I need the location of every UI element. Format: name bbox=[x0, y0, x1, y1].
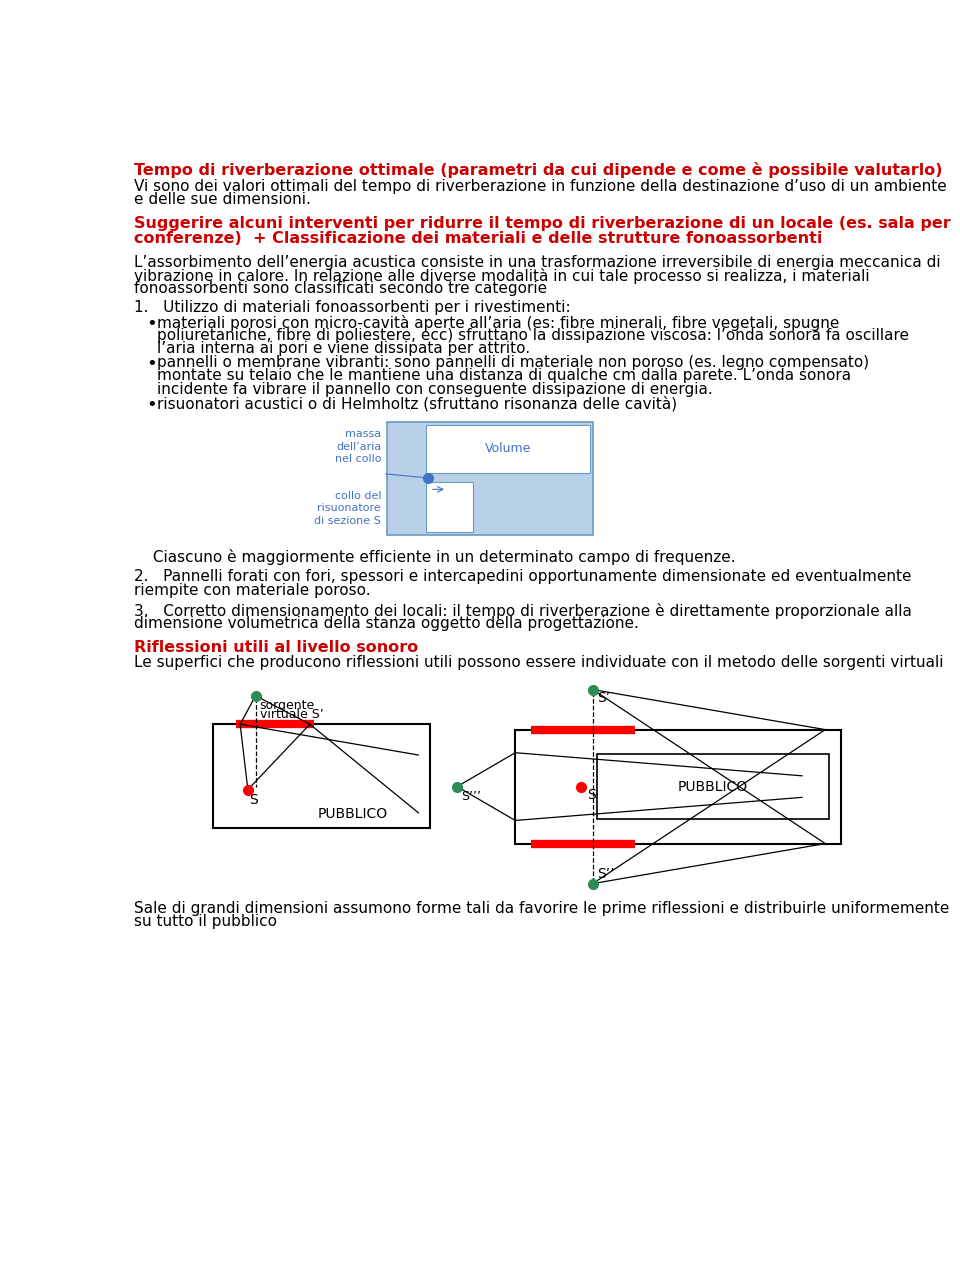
Text: 1.   Utilizzo di materiali fonoassorbenti per i rivestimenti:: 1. Utilizzo di materiali fonoassorbenti … bbox=[134, 299, 570, 315]
Text: virtuale S’: virtuale S’ bbox=[259, 708, 324, 721]
Text: S: S bbox=[250, 792, 258, 806]
Text: su tutto il pubblico: su tutto il pubblico bbox=[134, 915, 276, 930]
Text: Le superfici che producono riflessioni utili possono essere individuate con il m: Le superfici che producono riflessioni u… bbox=[134, 655, 944, 670]
Text: riempite con materiale poroso.: riempite con materiale poroso. bbox=[134, 582, 371, 598]
Text: L’assorbimento dell’energia acustica consiste in una trasformazione irreversibil: L’assorbimento dell’energia acustica con… bbox=[134, 255, 941, 270]
Text: S: S bbox=[588, 789, 596, 803]
Text: Volume: Volume bbox=[485, 442, 531, 455]
Text: Suggerire alcuni interventi per ridurre il tempo di riverberazione di un locale : Suggerire alcuni interventi per ridurre … bbox=[134, 217, 950, 231]
Text: Riflessioni utili al livello sonoro: Riflessioni utili al livello sonoro bbox=[134, 641, 419, 655]
Text: pannelli o membrane vibranti: sono pannelli di materiale non poroso (es. legno c: pannelli o membrane vibranti: sono panne… bbox=[157, 355, 870, 371]
Text: risuonatori acustici o di Helmholtz (sfruttano risonanza delle cavità): risuonatori acustici o di Helmholtz (sfr… bbox=[157, 396, 678, 412]
Text: Vi sono dei valori ottimali del tempo di riverberazione in funzione della destin: Vi sono dei valori ottimali del tempo di… bbox=[134, 180, 947, 194]
Bar bbox=[516, 730, 841, 843]
Text: PUBBLICO: PUBBLICO bbox=[678, 780, 748, 794]
Text: conferenze)  + Classificazione dei materiali e delle strutture fonoassorbenti: conferenze) + Classificazione dei materi… bbox=[134, 231, 823, 246]
Text: incidente fa vibrare il pannello con conseguente dissipazione di energia.: incidente fa vibrare il pannello con con… bbox=[157, 382, 713, 396]
Text: massa
dell’aria
nel collo: massa dell’aria nel collo bbox=[335, 429, 381, 464]
Bar bbox=[426, 482, 472, 531]
Text: •: • bbox=[146, 355, 157, 373]
Text: Ciascuno è maggiormente efficiente in un determinato campo di frequenze.: Ciascuno è maggiormente efficiente in un… bbox=[148, 549, 735, 564]
Text: l’aria interna ai pori e viene dissipata per attrito.: l’aria interna ai pori e viene dissipata… bbox=[157, 340, 530, 355]
Bar bbox=[388, 422, 592, 535]
Text: fonoassorbenti sono classificati secondo tre categorie: fonoassorbenti sono classificati secondo… bbox=[134, 280, 547, 296]
Bar bbox=[596, 754, 829, 819]
Text: 2.   Pannelli forati con fori, spessori e intercapedini opportunamente dimension: 2. Pannelli forati con fori, spessori e … bbox=[134, 569, 911, 585]
Text: collo del
risuonatore
di sezione S: collo del risuonatore di sezione S bbox=[315, 490, 381, 526]
Text: materiali porosi con micro-cavità aperte all’aria (es: fibre minerali, fibre veg: materiali porosi con micro-cavità aperte… bbox=[157, 315, 840, 330]
Text: S’’: S’’ bbox=[596, 868, 614, 882]
Bar bbox=[213, 724, 430, 828]
Text: 3.   Corretto dimensionamento dei locali: il tempo di riverberazione è direttame: 3. Corretto dimensionamento dei locali: … bbox=[134, 604, 912, 619]
Text: •: • bbox=[146, 315, 157, 333]
Text: Tempo di riverberazione ottimale (parametri da cui dipende e come è possibile va: Tempo di riverberazione ottimale (parame… bbox=[134, 162, 943, 178]
Text: e delle sue dimensioni.: e delle sue dimensioni. bbox=[134, 192, 311, 208]
Text: Sale di grandi dimensioni assumono forme tali da favorire le prime riflessioni e: Sale di grandi dimensioni assumono forme… bbox=[134, 901, 949, 916]
Text: S’’’: S’’’ bbox=[461, 790, 481, 803]
Text: dimensione volumetrica della stanza oggetto della progettazione.: dimensione volumetrica della stanza ogge… bbox=[134, 617, 638, 632]
Text: S’: S’ bbox=[596, 691, 610, 705]
Bar bbox=[426, 424, 589, 473]
Text: •: • bbox=[146, 396, 157, 414]
Text: vibrazione in calore. In relazione alle diverse modalità in cui tale processo si: vibrazione in calore. In relazione alle … bbox=[134, 268, 870, 284]
Text: PUBBLICO: PUBBLICO bbox=[318, 808, 388, 822]
Text: sorgente: sorgente bbox=[259, 699, 315, 712]
Text: poliuretaniche, fibre di poliestere, ecc) sfruttano la dissipazione viscosa: l’o: poliuretaniche, fibre di poliestere, ecc… bbox=[157, 327, 909, 343]
Text: montate su telaio che le mantiene una distanza di qualche cm dalla parete. L’ond: montate su telaio che le mantiene una di… bbox=[157, 368, 852, 383]
